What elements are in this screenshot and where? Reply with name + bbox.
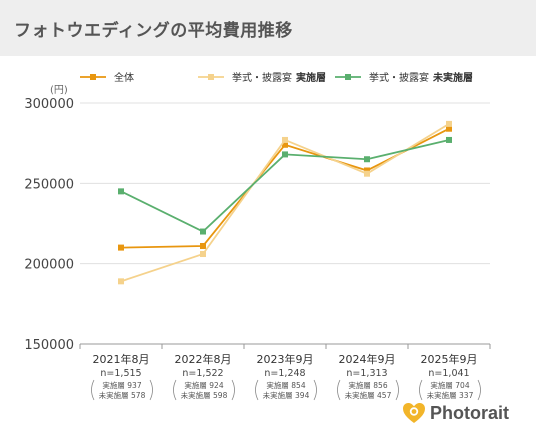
data-point-not_held [446,136,452,143]
x-sample-size-label: n=1,248 [264,368,305,379]
x-sample-size-label: n=1,313 [346,368,387,379]
legend-swatch-marker [90,74,96,80]
x-period-label: 2023年9月 [257,352,314,366]
x-sample-size-label: n=1,041 [428,368,469,379]
x-not-held-count-label: 未実施層 337 [427,390,474,400]
legend-label-all: 全体 [114,71,134,84]
bracket-left [419,379,423,401]
legend-swatch-marker [345,74,351,80]
x-held-count-label: 実施層 924 [184,380,223,390]
y-tick-label: 200000 [24,258,74,273]
x-period-label: 2022年8月 [175,352,232,366]
y-tick-label: 250000 [24,177,74,192]
legend-label-emphasis: 未実施層 [432,71,473,84]
x-held-count-label: 実施層 856 [348,380,387,390]
x-period-label: 2025年9月 [421,352,478,366]
x-held-count-label: 実施層 704 [430,380,469,390]
data-point-not_held [364,156,370,163]
data-point-all [200,242,206,249]
bracket-right [477,379,481,401]
grid-layer [80,102,490,265]
data-point-not_held [118,188,124,195]
bracket-left [173,379,177,401]
title-bar: フォトウエディングの平均費用推移 [0,0,536,56]
brand-name: Photorait [430,402,509,423]
legend-label-text: 挙式・披露宴 [369,71,429,84]
chart-panel: 300000 250000 200000 150000 (円) 2021年8月 n=1,51… [0,56,536,434]
legend-swatch-marker [208,74,214,80]
x-held-count-label: 実施層 854 [266,380,305,390]
legend: 全体 挙式・披露宴 実施層 挙式・披露宴 未実施層 [80,71,473,84]
bracket-right [149,379,153,401]
bracket-right [231,379,235,401]
legend-label-held: 挙式・披露宴 実施層 [232,71,326,84]
data-point-all [282,141,288,148]
x-period-label: 2024年9月 [339,352,396,366]
x-not-held-count-label: 未実施層 598 [181,390,228,400]
data-point-held [200,251,206,258]
data-point-held [118,278,124,285]
data-point-held [282,136,288,143]
x-period-label: 2021年8月 [93,352,150,366]
bracket-right [395,379,399,401]
legend-label-emphasis: 実施層 [296,71,326,84]
bracket-right [313,379,317,401]
axis-layer: 300000 250000 200000 150000 (円) 2021年8月 n=1,51… [24,85,491,401]
y-unit-label: (円) [50,85,68,96]
legend-label-text: 挙式・披露宴 [232,71,292,84]
brand-logo: Photorait [402,401,509,425]
data-point-all [446,125,452,132]
x-sample-size-label: n=1,515 [100,368,141,379]
legend-label-text: 全体 [114,71,134,84]
data-point-all [364,167,370,174]
x-not-held-count-label: 未実施層 457 [345,390,392,400]
series-layer [118,120,452,285]
data-point-not_held [200,228,206,235]
x-held-count-label: 実施層 937 [102,380,141,390]
heart-camera-icon [403,403,425,423]
legend-label-not_held: 挙式・披露宴 未実施層 [369,71,473,84]
x-sample-size-label: n=1,522 [182,368,223,379]
x-not-held-count-label: 未実施層 578 [99,390,146,400]
data-point-not_held [282,151,288,158]
bracket-left [337,379,341,401]
data-point-all [118,244,124,251]
data-point-held [446,120,452,127]
x-not-held-count-label: 未実施層 394 [263,390,310,400]
line-chart: 300000 250000 200000 150000 (円) 2021年8月 n=1,51… [24,71,491,401]
page-title: フォトウエディングの平均費用推移 [14,21,293,41]
y-tick-label: 150000 [24,338,74,353]
data-point-held [364,170,370,177]
bracket-left [91,379,95,401]
y-tick-label: 300000 [24,97,74,112]
bracket-left [255,379,259,401]
